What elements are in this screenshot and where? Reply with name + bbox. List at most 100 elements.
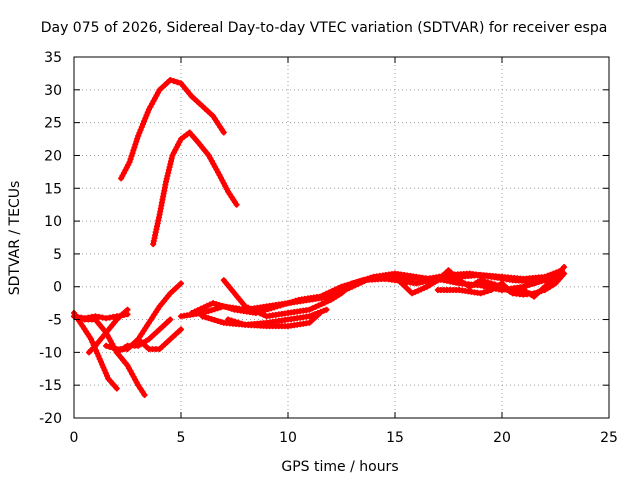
data-point [323, 306, 330, 313]
y-tick-label: 5 [53, 247, 62, 263]
data-point [283, 300, 290, 307]
data-point [286, 299, 293, 306]
data-point [541, 277, 548, 284]
data-point [488, 280, 495, 287]
data-point [358, 277, 365, 284]
y-tick-label: 35 [44, 50, 62, 66]
data-point [135, 382, 142, 389]
data-point [324, 298, 331, 305]
x-axis-label: GPS time / hours [281, 459, 398, 475]
data-point [129, 150, 136, 157]
data-point [538, 278, 545, 285]
data-point [477, 290, 484, 297]
data-point [219, 302, 226, 309]
data-point [233, 201, 240, 208]
x-tick-label: 0 [70, 430, 79, 446]
data-point [262, 307, 269, 314]
data-point [211, 317, 218, 323]
data-point [214, 318, 221, 324]
data-point [323, 290, 330, 297]
data-point [103, 342, 110, 349]
data-point [306, 313, 313, 320]
y-tick-label: 20 [44, 148, 62, 164]
data-point [481, 289, 488, 296]
data-point [205, 315, 212, 322]
data-point [134, 135, 141, 142]
data-point [222, 303, 229, 310]
data-point [205, 308, 212, 315]
data-point [248, 306, 255, 313]
series-markers [150, 129, 240, 248]
data-point [217, 318, 224, 325]
chart-title: Day 075 of 2026, Sidereal Day-to-day VTE… [41, 20, 608, 36]
data-point [312, 311, 319, 318]
data-point [188, 310, 195, 316]
data-point [312, 303, 319, 310]
data-point [139, 388, 146, 395]
data-point [225, 304, 232, 311]
y-tick-label: 10 [44, 214, 62, 230]
data-point [170, 78, 177, 85]
data-point [130, 147, 137, 154]
data-point [220, 129, 227, 136]
x-tick-label: 25 [600, 430, 618, 446]
data-point [523, 282, 530, 289]
y-tick-label: 15 [44, 181, 62, 197]
y-tick-label: -5 [48, 313, 62, 329]
data-point [484, 279, 491, 286]
y-tick-label: 25 [44, 116, 62, 132]
data-point [254, 309, 261, 315]
data-point [561, 264, 568, 270]
series-arc-rise-c [135, 326, 184, 353]
data-point [126, 159, 133, 165]
series-markers [71, 310, 120, 392]
x-tick-label: 15 [386, 430, 404, 446]
data-point [535, 279, 542, 285]
data-point [338, 283, 345, 290]
data-point [133, 138, 140, 145]
series-arc-late-b [434, 270, 568, 298]
data-point [131, 144, 138, 151]
data-point [364, 275, 371, 282]
data-point [242, 303, 249, 310]
data-point [271, 304, 278, 311]
data-point [526, 281, 533, 288]
data-point [216, 302, 223, 308]
data-point [477, 277, 484, 284]
data-point [213, 301, 220, 308]
data-point [367, 274, 374, 281]
data-point [199, 313, 206, 320]
axis-ticks: 0 5 10 15 20 25 -20 -15 -10 -5 0 5 10 15 20 25 30 35 [39, 50, 618, 446]
y-tick-label: -20 [39, 411, 62, 427]
data-point [532, 280, 539, 286]
data-point [317, 308, 324, 315]
data-point [292, 297, 299, 304]
series-markers [118, 77, 227, 182]
data-point [529, 280, 536, 287]
data-point [202, 314, 209, 321]
data-point [289, 298, 296, 305]
series-arc-rise-b [113, 316, 174, 356]
y-tick-label: -10 [39, 345, 62, 361]
y-axis-label: SDTVAR / TECUs [7, 181, 23, 296]
data-point [210, 300, 217, 307]
data-point [268, 305, 275, 312]
data-point [280, 301, 287, 308]
data-point [178, 326, 184, 333]
data-point [531, 290, 538, 297]
data-point [260, 311, 267, 318]
data-point [265, 306, 272, 313]
series-arc-peak-31 [118, 77, 227, 182]
data-point [309, 312, 316, 319]
y-tick-label: 0 [53, 280, 62, 296]
data-point [200, 304, 207, 311]
data-point [202, 309, 209, 315]
data-point [127, 156, 134, 163]
data-point [194, 307, 201, 314]
series-arc-peak-23 [150, 129, 240, 248]
data-point [228, 305, 235, 312]
y-tick-label: 30 [44, 83, 62, 99]
data-point [355, 278, 362, 285]
data-point [481, 278, 488, 285]
